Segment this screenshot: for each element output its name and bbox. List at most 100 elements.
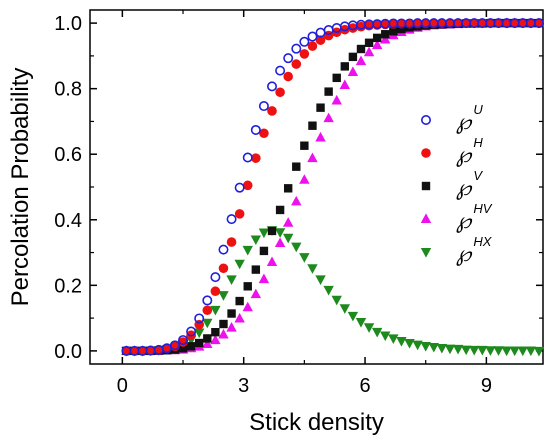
data-point (300, 141, 309, 150)
data-point (235, 296, 244, 306)
data-point (412, 340, 423, 351)
data-point (339, 304, 351, 314)
data-point (501, 18, 512, 28)
data-point (291, 242, 302, 253)
data-point (145, 345, 156, 356)
data-point (380, 33, 391, 44)
data-point (210, 334, 221, 345)
data-point (186, 326, 197, 337)
data-point (195, 338, 204, 348)
data-point (347, 66, 359, 76)
data-point (283, 53, 294, 64)
data-point (501, 346, 512, 357)
data-point (218, 328, 229, 339)
legend-item: ℘V (421, 168, 483, 201)
data-point (509, 18, 520, 28)
legend-item: ℘HX (420, 234, 493, 267)
data-point (348, 52, 358, 62)
legend-superscript: V (473, 168, 483, 183)
data-point (299, 174, 310, 184)
data-point (340, 62, 350, 71)
data-point (275, 205, 285, 215)
data-point (169, 340, 180, 351)
data-point (219, 319, 228, 329)
data-point (371, 327, 383, 338)
data-point (267, 106, 277, 116)
data-point (121, 346, 132, 356)
data-point (533, 18, 544, 29)
data-point (355, 318, 367, 328)
data-point (356, 44, 366, 54)
tick-labels: 0 3 6 9 0.0 0.2 0.4 0.6 0.8 1.0 (54, 13, 492, 397)
legend-item: ℘HV (420, 201, 493, 234)
legend-marker (420, 213, 432, 223)
data-point (266, 256, 278, 267)
data-point (283, 184, 293, 193)
legend-marker (421, 148, 431, 158)
data-point (299, 36, 310, 47)
data-point (485, 346, 496, 356)
data-point (291, 59, 302, 69)
data-point (259, 246, 269, 256)
data-point (324, 87, 333, 96)
data-point (363, 46, 375, 57)
y-tick-label: 0.8 (54, 79, 82, 101)
data-point (242, 301, 253, 312)
legend-superscript: H (473, 135, 483, 150)
x-tick-label: 0 (117, 375, 128, 397)
data-point (259, 128, 269, 139)
data-point (242, 180, 253, 191)
x-tick-label: 3 (238, 375, 249, 397)
data-point (307, 264, 318, 274)
data-point (274, 228, 286, 238)
data-point (372, 33, 382, 43)
legend-label: ℘U (456, 102, 483, 135)
data-point (534, 18, 544, 28)
series-u (121, 18, 544, 356)
data-point (460, 345, 472, 356)
data-point (381, 30, 390, 39)
data-point (315, 35, 326, 45)
data-point (525, 346, 537, 357)
data-point (388, 334, 399, 345)
series-hv (121, 17, 545, 355)
data-point (517, 18, 528, 28)
data-point (469, 18, 480, 28)
data-point (485, 18, 496, 28)
data-point (371, 39, 383, 50)
legend-label: ℘V (456, 168, 483, 201)
data-point (533, 346, 545, 357)
data-point (283, 71, 293, 82)
data-point (153, 345, 164, 355)
data-point (211, 328, 220, 337)
data-point (332, 73, 341, 83)
data-point (210, 305, 221, 316)
data-point (137, 346, 148, 356)
legend-marker (420, 115, 431, 126)
plot-frame (89, 9, 544, 365)
data-point (251, 153, 261, 163)
data-point (428, 342, 439, 353)
data-point (307, 41, 318, 51)
data-point (234, 259, 245, 270)
data-point (323, 285, 334, 296)
data-point (517, 346, 528, 357)
x-tick-label: 9 (481, 375, 492, 397)
data-point (202, 305, 213, 316)
legend: ℘U℘H℘V℘HV℘HX (420, 102, 493, 267)
data-point (258, 101, 269, 112)
data-point (282, 233, 294, 244)
data-point (316, 103, 325, 112)
data-point (493, 18, 504, 28)
data-point (404, 339, 415, 349)
data-point (420, 341, 431, 352)
data-point (461, 18, 471, 28)
data-point (355, 55, 367, 66)
data-point (226, 322, 237, 332)
data-point (292, 162, 301, 171)
y-tick-label: 0.4 (54, 210, 82, 232)
data-point (267, 81, 278, 92)
data-point (340, 24, 350, 35)
data-point (291, 43, 302, 54)
